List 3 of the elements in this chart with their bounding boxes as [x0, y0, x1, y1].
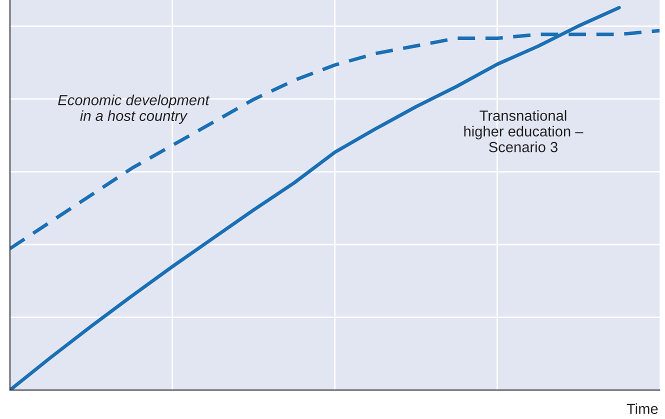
series-label: Economic development in a host country	[58, 94, 210, 124]
x-axis-title: Time	[626, 403, 658, 414]
series-label: Transnational higher education – Scenario 3	[464, 110, 584, 152]
